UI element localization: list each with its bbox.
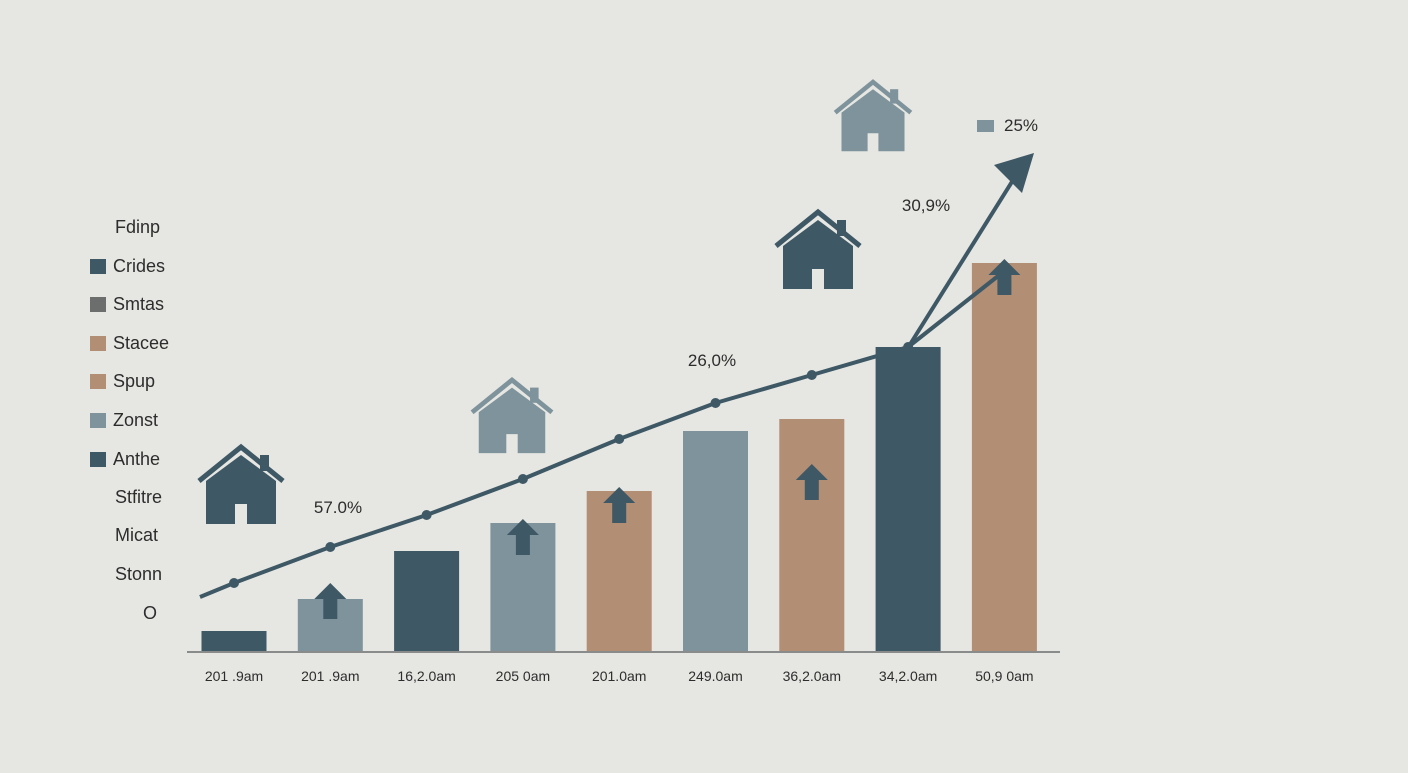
legend-item: O (143, 603, 157, 623)
legend-label: Stfitre (115, 487, 162, 507)
trend-line-extension (906, 167, 1022, 349)
legend-label: Crides (113, 256, 165, 276)
legend-label: Anthe (113, 449, 160, 469)
x-tick-label: 50,9 0am (975, 668, 1033, 684)
trend-point (517, 474, 528, 484)
x-tick-label: 205 0am (496, 668, 550, 684)
arrow-head-icon (994, 153, 1034, 193)
legend-label: Stonn (115, 564, 162, 584)
trend-line (199, 153, 1034, 599)
legend-item: Crides (90, 256, 165, 276)
legend-item: Micat (115, 525, 158, 545)
bar-7 (875, 347, 941, 651)
bar-0 (201, 631, 267, 651)
legend-label: Smtas (113, 294, 164, 314)
x-tick-label: 201 .9am (205, 668, 263, 684)
legend-label: Zonst (113, 410, 158, 430)
trend-point (325, 542, 336, 552)
legend-item: Stacee (90, 333, 169, 353)
legend-swatch (90, 374, 106, 389)
legend-swatch (90, 452, 106, 467)
legend-label: Spup (113, 371, 155, 391)
annotation-label: 57.0% (314, 498, 362, 517)
house-icon (470, 376, 554, 454)
up-arrow-icon (603, 487, 636, 523)
legend-title: Fdinp (115, 217, 160, 237)
x-tick-label: 36,2.0am (783, 668, 841, 684)
trend-point (710, 398, 721, 408)
legend-label: O (143, 603, 157, 623)
up-arrow-icon (506, 519, 539, 555)
legend-item: Zonst (90, 410, 158, 430)
legend-item: Stfitre (115, 487, 162, 507)
legend: Fdinp Crides Smtas Stacee Spup Zonst Anthe Stfi… (90, 217, 169, 623)
legend-item: Stonn (115, 564, 162, 584)
house-icon (197, 443, 285, 524)
legend-swatch (90, 297, 106, 312)
legend-swatch (90, 336, 106, 351)
annotations: 57.0% 26,0% 30,9% 25% (314, 116, 1038, 517)
bar-6 (779, 419, 845, 651)
house-icon (774, 208, 862, 289)
annotation-label: 30,9% (902, 196, 950, 215)
annotation-label: 26,0% (688, 351, 736, 370)
bar-8 (971, 263, 1037, 651)
up-arrow-icon (314, 583, 347, 619)
x-tick-label: 201 .9am (301, 668, 359, 684)
legend-item: Anthe (90, 449, 160, 469)
x-tick-label: 34,2.0am (879, 668, 937, 684)
up-arrow-icon (988, 259, 1021, 295)
legend-label: Micat (115, 525, 158, 545)
trend-point (229, 578, 239, 588)
trend-point (421, 510, 432, 520)
legend-item: Smtas (90, 294, 164, 314)
x-tick-labels: 201 .9am 201 .9am 16,2.0am 205 0am 201.0am 24… (205, 668, 1034, 684)
legend-label: Stacee (113, 333, 169, 353)
up-arrow-icon (795, 464, 828, 500)
up-arrow-icon (892, 343, 925, 379)
bars (201, 259, 1037, 651)
house-icon (833, 79, 913, 152)
house-icons (197, 79, 913, 524)
x-tick-label: 201.0am (592, 668, 646, 684)
legend-swatch (90, 413, 106, 428)
trend-point (614, 434, 625, 444)
trend-point (806, 370, 817, 380)
x-tick-label: 16,2.0am (397, 668, 455, 684)
annotation-swatch (977, 120, 994, 132)
legend-swatch (90, 259, 106, 274)
bar-2 (394, 551, 460, 651)
trend-line-path (199, 269, 1006, 599)
legend-item: Spup (90, 371, 155, 391)
bar-5 (683, 431, 748, 651)
annotation-label: 25% (1004, 116, 1038, 135)
x-tick-label: 249.0am (688, 668, 742, 684)
